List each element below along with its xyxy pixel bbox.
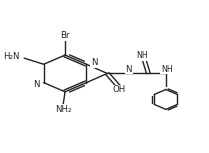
Text: N: N <box>91 58 97 67</box>
Text: Br: Br <box>60 31 70 40</box>
Text: NH: NH <box>161 65 173 74</box>
Text: NH₂: NH₂ <box>55 105 71 114</box>
Text: H₂N: H₂N <box>4 52 20 61</box>
Text: OH: OH <box>113 85 126 94</box>
Text: N: N <box>126 65 132 74</box>
Text: N: N <box>33 80 39 89</box>
Text: NH: NH <box>136 51 148 60</box>
